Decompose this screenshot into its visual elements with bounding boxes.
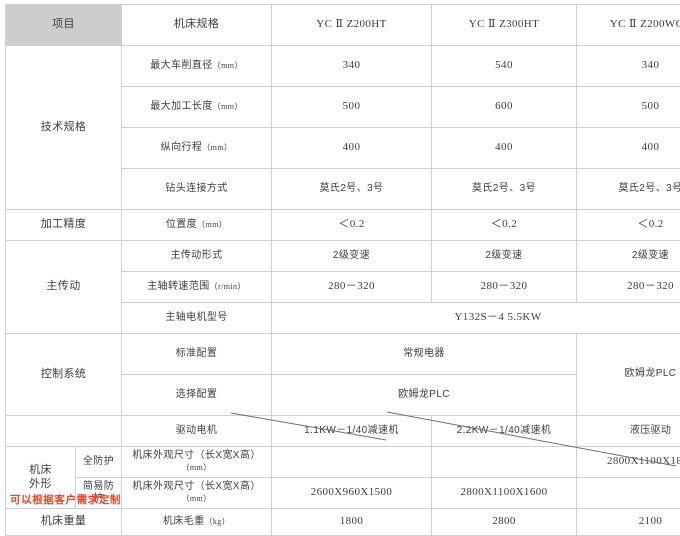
cell-value-optional-plc: 欧姆龙PLC bbox=[577, 334, 680, 416]
row-item-text: 位置度 bbox=[166, 219, 197, 230]
row-item-label: 位置度（mm） bbox=[122, 210, 272, 241]
header-model-2: YC Ⅱ Z300HT bbox=[432, 5, 577, 46]
group-label-machine-shape-line2: 外形 bbox=[29, 478, 52, 490]
cell-value-standard-config: 常规电器 bbox=[272, 334, 577, 375]
row-item-text: 钻头连接方式 bbox=[165, 183, 227, 194]
header-model-1: YC Ⅱ Z200HT bbox=[272, 5, 432, 46]
cell-value: 2100 bbox=[577, 509, 680, 536]
row-item-text: 机床外观尺寸（长X宽X高） bbox=[132, 450, 261, 461]
cell-value-empty-simple-guard-3 bbox=[577, 478, 680, 509]
cell-value: 500 bbox=[577, 87, 680, 128]
cell-value: 液压驱动 bbox=[577, 416, 680, 447]
row-item-text: 纵向行程 bbox=[161, 142, 203, 153]
cell-value: 280－320 bbox=[272, 272, 432, 303]
row-item-text: 驱动电机 bbox=[176, 425, 218, 436]
cell-value: 400 bbox=[432, 128, 577, 169]
group-label-machine-weight: 机床重量 bbox=[6, 509, 122, 536]
group-label-tech-spec: 技术规格 bbox=[6, 46, 122, 210]
cell-value: 280－320 bbox=[432, 272, 577, 303]
cell-value: 500 bbox=[272, 87, 432, 128]
row-item-unit: （kg） bbox=[205, 517, 231, 526]
table-row: 机床重量 机床毛重（kg） 1800 2800 2100 bbox=[6, 509, 680, 536]
cell-value: 400 bbox=[272, 128, 432, 169]
row-item-unit: （mm） bbox=[181, 494, 211, 503]
table-header-row: 项目 机床规格 YC Ⅱ Z200HT YC Ⅱ Z300HT YC Ⅱ Z20… bbox=[6, 5, 680, 46]
row-item-text: 最大车削直径 bbox=[150, 60, 212, 71]
row-item-label: 标准配置 bbox=[122, 334, 272, 375]
cell-value: 1.1KW－1/40减速机 bbox=[272, 416, 432, 447]
cell-value: ＜0.2 bbox=[577, 210, 680, 241]
row-item-label: 机床毛重（kg） bbox=[122, 509, 272, 536]
cell-value-spindle-motor: Y132S－4 5.5KW bbox=[272, 303, 680, 334]
cell-value: 莫氏2号、3号 bbox=[272, 169, 432, 210]
header-item-label: 机床规格 bbox=[122, 5, 272, 46]
row-item-text: 标准配置 bbox=[176, 348, 218, 359]
cell-value: 280－320 bbox=[577, 272, 680, 303]
table-row: 技术规格 最大车削直径（mm） 340 540 340 bbox=[6, 46, 680, 87]
row-item-unit: （mm） bbox=[202, 143, 232, 152]
cell-value: 2级变速 bbox=[272, 241, 432, 272]
cell-value: 340 bbox=[577, 46, 680, 87]
group-label-machine-shape-line1: 机床 bbox=[29, 464, 52, 476]
group-label-accuracy: 加工精度 bbox=[6, 210, 122, 241]
cell-value: 1800 bbox=[272, 509, 432, 536]
cell-value: 2800 bbox=[432, 509, 577, 536]
row-item-text: 最大加工长度 bbox=[150, 101, 212, 112]
row-item-label: 选择配置 bbox=[122, 375, 272, 416]
footer-note: 可以根据客户需求定制 bbox=[10, 492, 121, 507]
cell-value: 2.2KW－1/40减速机 bbox=[432, 416, 577, 447]
cell-value: ＜0.2 bbox=[432, 210, 577, 241]
row-item-unit: （mm） bbox=[181, 463, 211, 472]
row-item-label: 钻头连接方式 bbox=[122, 169, 272, 210]
row-item-label: 机床外观尺寸（长X宽X高） （mm） bbox=[122, 478, 272, 509]
cell-value: 莫氏2号、3号 bbox=[432, 169, 577, 210]
table-row: 加工精度 位置度（mm） ＜0.2 ＜0.2 ＜0.2 bbox=[6, 210, 680, 241]
cell-value-empty-full-guard-1 bbox=[272, 447, 432, 478]
cell-value: 莫氏2号、3号 bbox=[577, 169, 680, 210]
group-label-control-system: 控制系统 bbox=[6, 334, 122, 416]
cell-value: 540 bbox=[432, 46, 577, 87]
row-item-text: 主轴电机型号 bbox=[165, 312, 227, 323]
row-item-label: 机床外观尺寸（长X宽X高） （mm） bbox=[122, 447, 272, 478]
row-item-label: 主轴转速范围（r/min） bbox=[122, 272, 272, 303]
cell-value: 400 bbox=[577, 128, 680, 169]
table-row: 机床 外形 全防护 机床外观尺寸（长X宽X高）（mm） 2800X1100X18… bbox=[6, 447, 680, 478]
row-item-text: 机床外观尺寸（长X宽X高） bbox=[132, 481, 261, 492]
row-item-unit: （mm） bbox=[213, 61, 243, 70]
table-row: 驱动电机 1.1KW－1/40减速机 2.2KW－1/40减速机 液压驱动 bbox=[6, 416, 680, 447]
row-item-label: 主轴电机型号 bbox=[122, 303, 272, 334]
cell-value: 2800X1100X1600 bbox=[432, 478, 577, 509]
cell-value: 2600X960X1500 bbox=[272, 478, 432, 509]
sub-label-full-guard: 全防护 bbox=[76, 447, 122, 478]
cell-value: 340 bbox=[272, 46, 432, 87]
cell-value: 2800X1100X1800 bbox=[577, 447, 680, 478]
spec-table-container: 项目 机床规格 YC Ⅱ Z200HT YC Ⅱ Z300HT YC Ⅱ Z20… bbox=[0, 4, 680, 512]
row-item-text: 机床毛重 bbox=[163, 516, 205, 527]
machine-spec-table: 项目 机床规格 YC Ⅱ Z200HT YC Ⅱ Z300HT YC Ⅱ Z20… bbox=[5, 4, 680, 536]
row-item-unit: （mm） bbox=[197, 220, 227, 229]
row-item-label: 最大加工长度（mm） bbox=[122, 87, 272, 128]
header-model-3: YC Ⅱ Z200WCB bbox=[577, 5, 680, 46]
table-row: 控制系统 标准配置 常规电器 欧姆龙PLC bbox=[6, 334, 680, 375]
row-item-unit: （mm） bbox=[213, 102, 243, 111]
row-item-text: 选择配置 bbox=[176, 389, 218, 400]
cell-value-empty-full-guard-2 bbox=[432, 447, 577, 478]
row-item-unit: （r/min） bbox=[210, 282, 246, 291]
row-item-text: 主轴转速范围 bbox=[147, 281, 209, 292]
row-item-label: 纵向行程（mm） bbox=[122, 128, 272, 169]
group-label-control-system-cont bbox=[6, 416, 122, 447]
row-item-label: 最大车削直径（mm） bbox=[122, 46, 272, 87]
cell-value: 2级变速 bbox=[577, 241, 680, 272]
cell-value-optional-config: 欧姆龙PLC bbox=[272, 375, 577, 416]
cell-value: 2级变速 bbox=[432, 241, 577, 272]
cell-value: 600 bbox=[432, 87, 577, 128]
header-group-label: 项目 bbox=[6, 5, 122, 46]
cell-value: ＜0.2 bbox=[272, 210, 432, 241]
row-item-label: 驱动电机 bbox=[122, 416, 272, 447]
row-item-text: 主传动形式 bbox=[171, 250, 223, 261]
row-item-label: 主传动形式 bbox=[122, 241, 272, 272]
group-label-main-drive: 主传动 bbox=[6, 241, 122, 334]
table-row: 主传动 主传动形式 2级变速 2级变速 2级变速 bbox=[6, 241, 680, 272]
